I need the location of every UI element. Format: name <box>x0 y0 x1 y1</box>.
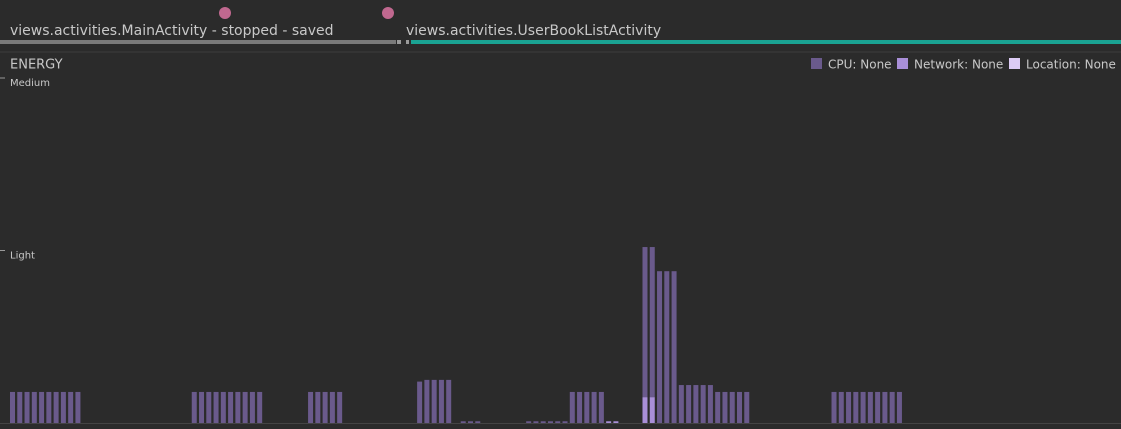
bar <box>68 391 74 423</box>
bar <box>657 271 663 423</box>
bar <box>664 271 670 423</box>
bar <box>213 391 219 423</box>
activity-label[interactable]: views.activities.MainActivity - stopped … <box>10 23 334 39</box>
bar <box>838 391 844 423</box>
bar <box>39 391 45 423</box>
activity-label[interactable]: views.activities.UserBookListActivity <box>406 23 661 39</box>
bar <box>468 421 474 423</box>
bar <box>737 391 742 423</box>
bar <box>460 421 466 423</box>
bar <box>693 385 699 423</box>
bar <box>17 391 23 423</box>
bar <box>475 421 481 423</box>
bar <box>584 391 590 423</box>
bar <box>613 421 619 423</box>
bar <box>235 391 241 423</box>
bar <box>889 391 895 423</box>
bar <box>875 391 881 423</box>
activity-bar-marker <box>397 40 401 44</box>
bar <box>729 391 735 423</box>
bar <box>831 391 837 423</box>
legend-label: Network: None <box>914 58 1003 72</box>
bar <box>744 391 750 423</box>
bar <box>431 379 437 423</box>
bar <box>191 391 197 423</box>
y-tick-label: Medium <box>10 78 50 89</box>
legend-swatch <box>897 58 908 69</box>
bar <box>715 391 721 423</box>
bar <box>882 391 888 423</box>
activity-bar <box>0 40 396 44</box>
bar <box>853 391 859 423</box>
bar <box>228 391 234 423</box>
legend-label: Location: None <box>1026 58 1116 72</box>
activity-bar <box>411 40 1121 44</box>
bar <box>199 391 205 423</box>
bar <box>308 391 314 423</box>
bar <box>555 421 561 423</box>
event-dot[interactable] <box>219 7 231 19</box>
bar <box>569 391 575 423</box>
legend-label: CPU: None <box>828 58 892 72</box>
bar <box>242 391 248 423</box>
bar <box>678 385 684 423</box>
bar <box>860 391 866 423</box>
bar <box>606 421 612 423</box>
bar <box>577 391 583 423</box>
bar <box>671 271 677 423</box>
bar <box>642 397 648 423</box>
bar <box>46 391 52 423</box>
legend-swatch <box>1009 58 1020 69</box>
bar <box>649 247 655 398</box>
bar <box>424 379 430 423</box>
bar <box>642 247 648 398</box>
event-dot[interactable] <box>382 7 394 19</box>
bar <box>562 421 568 423</box>
bar <box>547 421 553 423</box>
bar <box>686 385 692 423</box>
bar <box>707 385 713 423</box>
activity-bar-marker <box>406 40 409 44</box>
legend-swatch <box>811 58 822 69</box>
bar <box>846 391 852 423</box>
bar <box>533 421 539 423</box>
bar <box>31 391 37 423</box>
y-tick-label: Light <box>10 251 35 262</box>
bar <box>249 391 255 423</box>
bar <box>867 391 873 423</box>
bar <box>598 391 604 423</box>
bar <box>75 391 81 423</box>
bar <box>220 391 226 423</box>
bar <box>417 381 423 423</box>
bar <box>322 391 328 423</box>
bar <box>591 391 597 423</box>
bar <box>206 391 212 423</box>
bar <box>329 391 335 423</box>
bar <box>722 391 728 423</box>
bar <box>896 391 902 423</box>
bar <box>315 391 321 423</box>
bar <box>526 421 532 423</box>
bar <box>700 385 706 423</box>
bar <box>257 391 263 423</box>
bar <box>446 379 452 423</box>
bar <box>24 391 30 423</box>
bar <box>60 391 66 423</box>
bar <box>10 391 15 423</box>
bar <box>540 421 546 423</box>
bar <box>438 379 444 423</box>
bar <box>337 391 343 423</box>
bar <box>649 397 655 423</box>
bar <box>53 391 59 423</box>
chart-title: ENERGY <box>10 58 63 73</box>
